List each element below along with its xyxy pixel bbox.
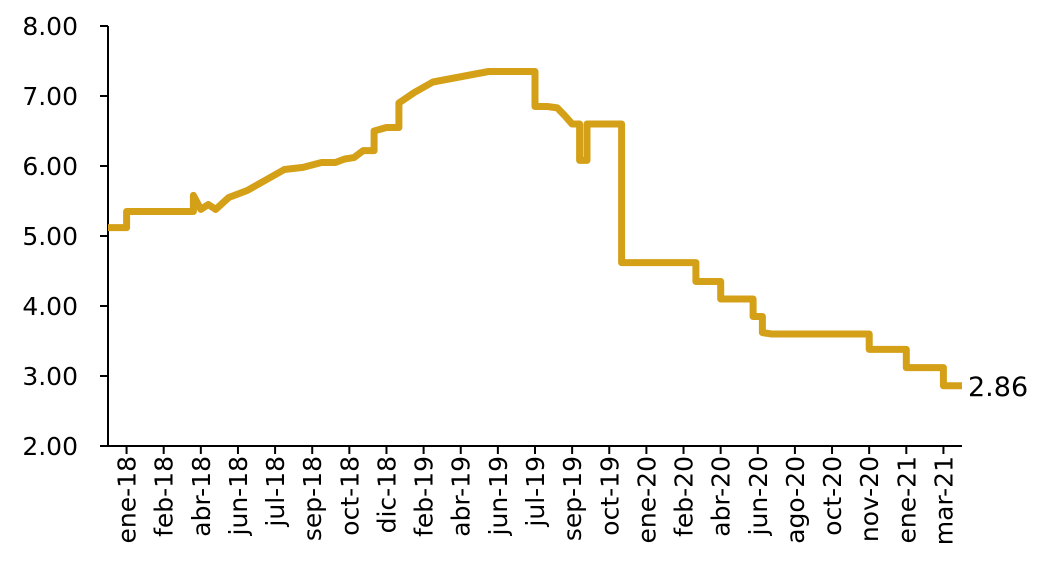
y-tick-label: 7.00 (22, 82, 78, 111)
x-tick-label: abr-20 (707, 456, 736, 537)
x-tick-label: feb-19 (410, 456, 439, 537)
series-line (108, 68, 962, 390)
x-tick-label: feb-20 (670, 456, 699, 537)
x-tick-label: jul-18 (261, 456, 290, 528)
x-tick-label: nov-20 (855, 456, 884, 542)
x-tick-label: jun-20 (744, 456, 773, 536)
x-tick-label: abr-18 (187, 456, 216, 537)
y-tick-label: 6.00 (22, 152, 78, 181)
y-tick-label: 2.00 (22, 432, 78, 461)
x-tick-label: dic-18 (372, 456, 401, 533)
y-tick-label: 5.00 (22, 222, 78, 251)
x-tick-label: ene-21 (892, 456, 921, 543)
x-tick-label: ago-20 (781, 456, 810, 544)
y-tick-label: 3.00 (22, 362, 78, 391)
plot-area: 2.86 (108, 68, 1028, 403)
x-tick-label: oct-19 (595, 456, 624, 536)
x-tick-label: jun-18 (224, 456, 253, 536)
x-tick-label: mar-21 (929, 456, 958, 545)
x-axis: ene-18 feb-18 abr-18 jun-18 jul-18 sep-18 oct-… (108, 445, 962, 545)
y-tick-label: 8.00 (22, 12, 78, 41)
x-tick-label: feb-18 (150, 456, 179, 537)
x-tick-label: ene-20 (632, 456, 661, 543)
x-tick-label: ene-18 (113, 456, 142, 543)
y-tick-label: 4.00 (22, 292, 78, 321)
x-tick-label: sep-19 (558, 456, 587, 541)
x-tick-label: abr-19 (447, 456, 476, 537)
x-tick-label: jul-19 (521, 456, 550, 528)
x-tick-label: sep-18 (298, 456, 327, 541)
x-tick-label: jun-19 (484, 456, 513, 536)
x-tick-label: oct-18 (335, 456, 364, 536)
y-axis: 2.00 3.00 4.00 5.00 6.00 7.00 8.00 (22, 12, 109, 461)
x-tick-label: oct-20 (818, 456, 847, 536)
last-value-label: 2.86 (968, 372, 1028, 403)
